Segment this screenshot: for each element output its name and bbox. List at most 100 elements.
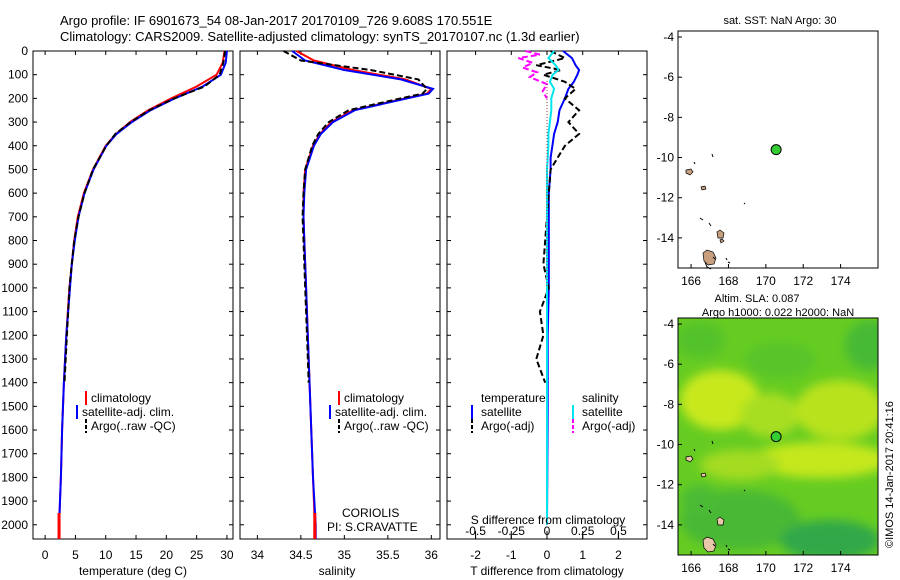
temperature-panel: 0100200300400500600700800900100011001200… [1, 44, 647, 578]
s-tick-label: 0.25 [571, 524, 595, 538]
sla-map-frame [677, 317, 879, 556]
depth-tick-label: 1600 [1, 423, 28, 437]
sst-map-axes: 166 168 170 172 174 -4 -6 -8 -10 -12 -14 [657, 30, 851, 288]
salinity-legend: climatology satellite-adj. clim. Argo(..… [329, 391, 429, 433]
float-location-marker [770, 431, 782, 443]
depth-tick-label: 800 [8, 234, 28, 248]
x-tick-label: 34.5 [289, 548, 313, 562]
series-argo-raw-qc- [63, 50, 227, 383]
x-tick-label: 20 [160, 548, 174, 562]
lon-tick-label: 174 [831, 561, 851, 575]
lon-tick-label: 172 [793, 561, 813, 575]
island-landmass [685, 455, 694, 463]
depth-tick-label: 200 [8, 91, 28, 105]
series-satellite-adj-clim- [291, 50, 435, 539]
legend-t-argo: Argo(-adj) [481, 419, 534, 433]
depth-tick-label: 1300 [1, 352, 28, 366]
lon-tick-label: 168 [718, 561, 738, 575]
x-tick-label: -1 [506, 548, 517, 562]
salinity-panel: 34 34.5 35 35.5 36 salinity climatology sate… [239, 50, 441, 578]
island-landmass [716, 229, 725, 239]
depth-axis: 0 100 200 300 400 500 600 700 800 900 1000 1100 1200… [1, 44, 647, 532]
x-tick-label: 25 [190, 548, 204, 562]
header-line-1: Argo profile: IF 6901673_54 08-Jan-2017 … [60, 13, 493, 28]
depth-tick-label: 1200 [1, 328, 28, 342]
salinity-xlabel: salinity [319, 564, 356, 578]
lon-tick-label: 166 [681, 561, 701, 575]
depth-tick-label: 400 [8, 139, 28, 153]
reef-mark [711, 153, 714, 158]
s-difference-xlabel: S difference from climatology [471, 513, 626, 527]
lat-tick-label: -10 [657, 151, 675, 165]
series-temperature-argo-adj- [535, 50, 581, 384]
coastline-detail [704, 261, 712, 270]
lat-tick-label: -6 [663, 357, 674, 371]
depth-tick-label: 100 [8, 68, 28, 82]
island-landmass [719, 238, 725, 244]
depth-tick-label: 0 [21, 44, 28, 58]
sla-map-axes: 166 168 170 172 174 -4 -6 -8 -10 -12 -14 [657, 317, 851, 575]
lat-tick-label: -8 [663, 397, 674, 411]
s-tick-label: 0.5 [610, 524, 627, 538]
series-satellite-adj-clim- [58, 50, 228, 539]
t-difference-xlabel: T difference from climatology [470, 564, 624, 578]
salinity-series [283, 50, 435, 539]
sla-anomaly-patches [678, 320, 878, 555]
s-tick-label: -0.5 [465, 524, 486, 538]
reef-mark [693, 440, 746, 551]
lon-tick-label: 170 [756, 561, 776, 575]
legend-satellite-adj-clim: satellite-adj. clim. [82, 405, 174, 419]
reef-mark [693, 161, 746, 264]
sst-map: sat. SST: NaN Argo: 30 166 168 170 172 174 -4… [657, 15, 879, 288]
depth-tick-label: 1700 [1, 447, 28, 461]
lat-tick-label: -14 [657, 518, 675, 532]
s-tick-label: -0.25 [498, 524, 526, 538]
legend-temperature-header: temperature [481, 391, 546, 405]
depth-tick-label: 1800 [1, 470, 28, 484]
x-tick-label: 5 [72, 548, 79, 562]
sst-coastline [685, 153, 746, 270]
island-landmass [702, 249, 717, 266]
temperature-xlabel: temperature (deg C) [79, 564, 187, 578]
series-climatology [58, 50, 226, 539]
series-climatology [296, 50, 434, 539]
x-tick-label: 2 [615, 548, 622, 562]
lon-tick-label: 172 [793, 274, 813, 288]
difference-legend: temperature salinity satellite Argo(-adj… [471, 391, 635, 433]
header-line-2: Climatology: CARS2009. Satellite-adjuste… [60, 29, 580, 44]
lon-tick-label: 166 [681, 274, 701, 288]
legend-s-satellite: satellite [582, 405, 623, 419]
lat-tick-label: -14 [657, 231, 675, 245]
legend-salinity-header: salinity [582, 391, 619, 405]
legend-argo-raw: Argo(..raw -QC) [344, 419, 429, 433]
sla-field [678, 318, 878, 555]
legend-t-satellite: satellite [481, 405, 522, 419]
island-landmass [700, 472, 707, 478]
island-landmass [685, 168, 694, 176]
island-landmass [700, 185, 707, 191]
depth-tick-label: 2000 [1, 518, 28, 532]
depth-tick-label: 300 [8, 115, 28, 129]
imos-timestamp: ©IMOS 14-Jan-2017 20:41:16 [884, 401, 896, 548]
depth-tick-label: 1100 [2, 305, 28, 319]
x-tick-label: 35 [338, 548, 352, 562]
pi-annotation: PI: S.CRAVATTE [327, 520, 418, 534]
series-salinity-argo-adj- [518, 50, 549, 99]
depth-tick-label: 1400 [1, 376, 28, 390]
x-tick-label: 0 [42, 548, 49, 562]
depth-tick-label: 1000 [1, 281, 28, 295]
x-tick-label: 35.5 [376, 548, 400, 562]
x-tick-label: 30 [220, 548, 234, 562]
x-tick-label: 1 [579, 548, 586, 562]
series-salinity-satellite [546, 50, 560, 525]
lat-tick-label: -8 [663, 110, 674, 124]
x-tick-label: 0 [544, 548, 551, 562]
island-landmass [702, 536, 717, 553]
depth-tick-label: 1500 [1, 399, 28, 413]
difference-series [518, 50, 581, 525]
sst-map-title: sat. SST: NaN Argo: 30 [723, 15, 836, 27]
sla-map-title-2: Argo h1000: 0.022 h2000: NaN [702, 307, 854, 319]
temperature-axes-box [32, 50, 234, 540]
legend-climatology: climatology [344, 391, 404, 405]
